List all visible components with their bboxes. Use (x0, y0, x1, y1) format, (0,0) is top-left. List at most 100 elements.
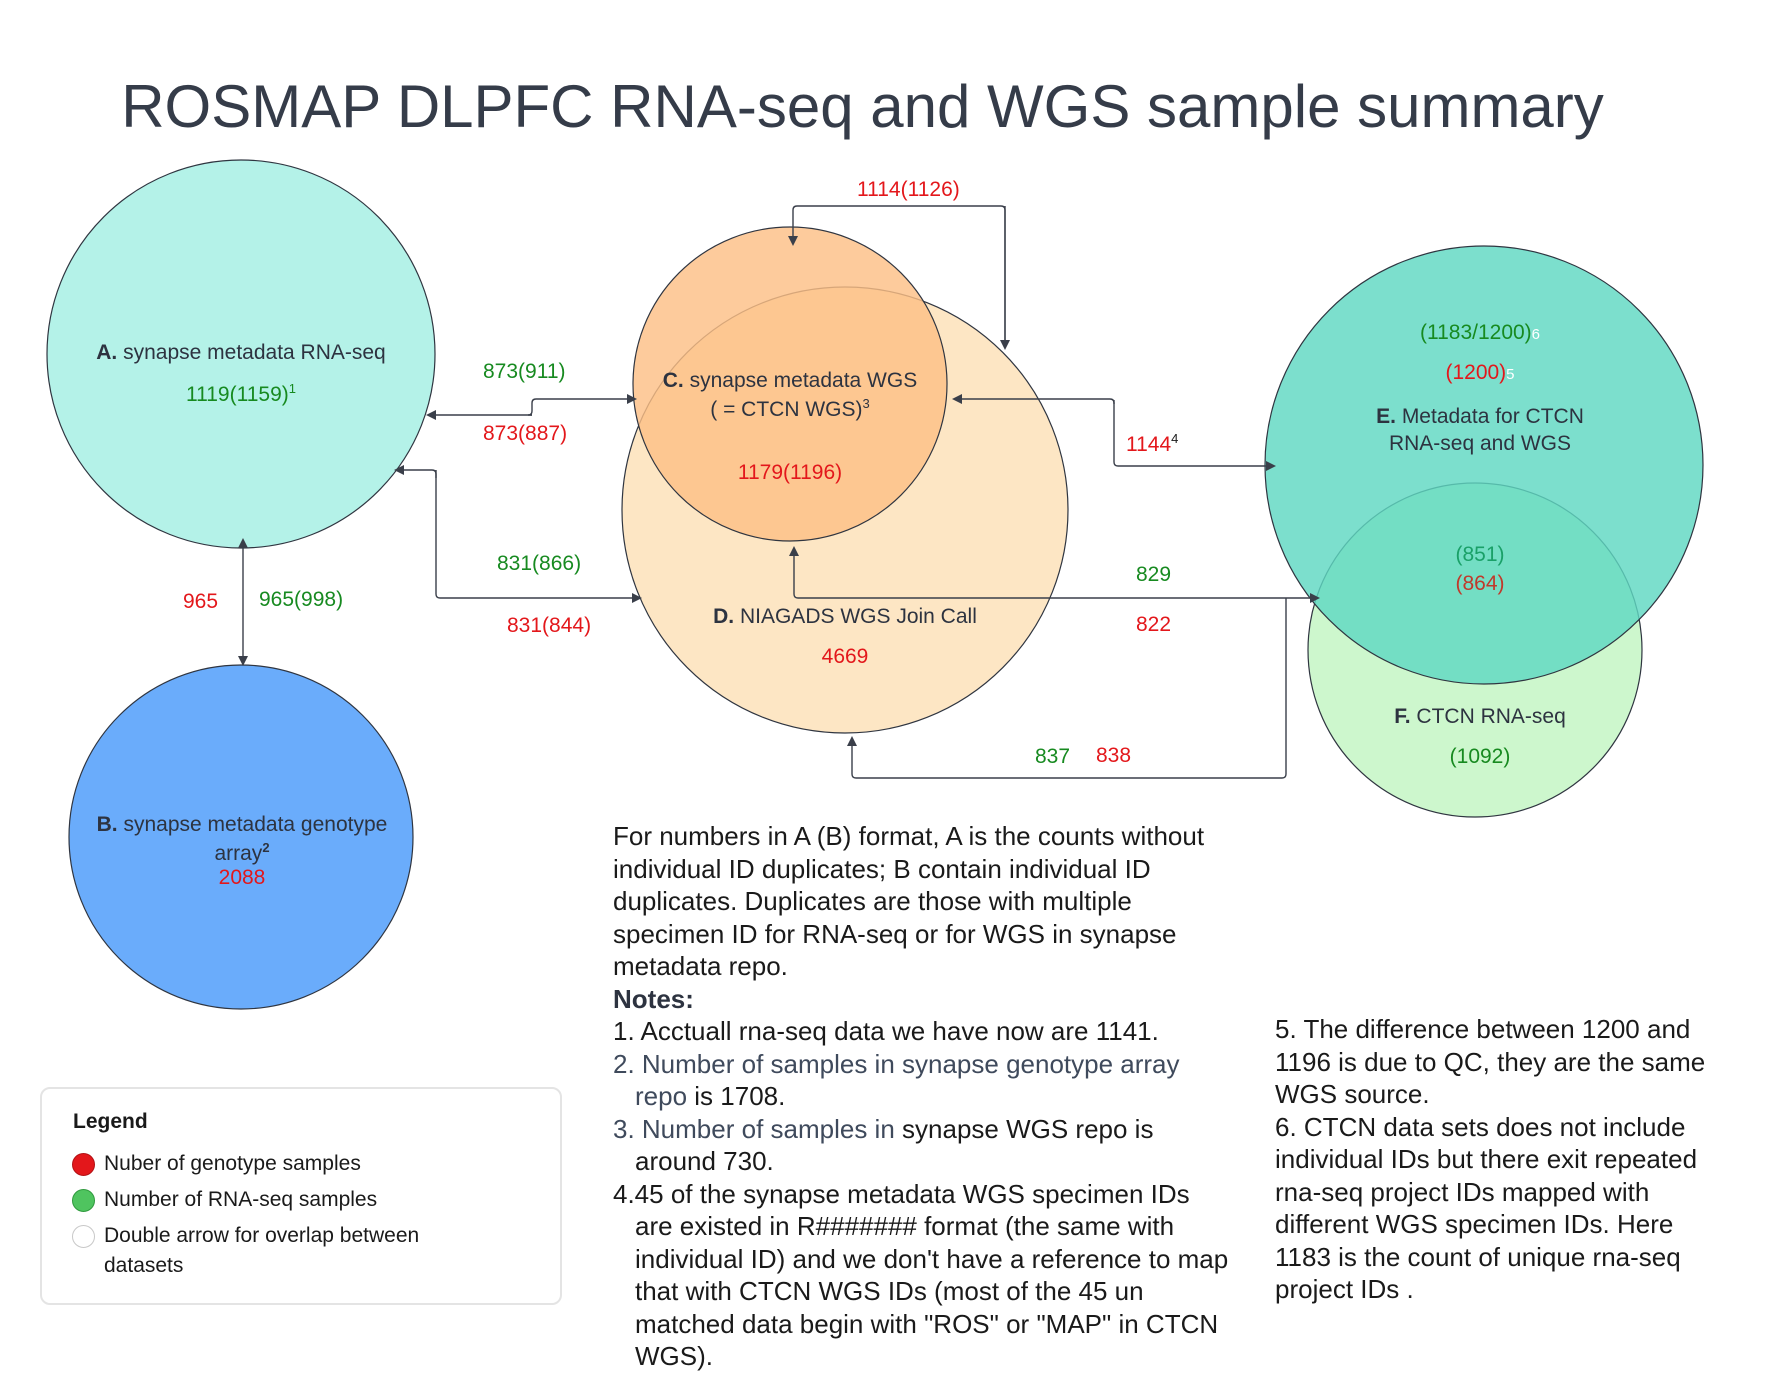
note-4-line: are existed in R####### format (the same… (635, 1211, 1175, 1241)
node-a-label: A. synapse metadata RNA-seq (60, 341, 422, 365)
node-c-text-2: ( = CTCN WGS) (710, 398, 863, 421)
node-e-count-red: (1200) (1445, 361, 1507, 384)
circle-e (1264, 245, 1704, 685)
note-4-line: matched data begin with "ROS" or "MAP" i… (635, 1308, 1219, 1339)
legend-item-genotype: Nuber of genotype samples (104, 1152, 361, 1175)
note-right-line: WGS source. (1275, 1079, 1430, 1109)
edge-label-c-e: 1144 (1126, 433, 1172, 456)
note-right-line: 1196 is due to QC, they are the same (1275, 1046, 1706, 1077)
edge-label-a-b-red: 965 (183, 590, 219, 613)
edge-label-a-c-green: 873(911) (483, 360, 566, 383)
legend-white-dot-icon (72, 1225, 95, 1248)
node-e-count-red-wrap: (1200)5 (1340, 361, 1620, 385)
node-f-letter: F. (1394, 705, 1411, 728)
note-right-line: rna-seq project IDs mapped with (1275, 1176, 1650, 1207)
legend-green-dot-icon (72, 1189, 95, 1212)
node-e-count-green-wrap: (1183/1200)6 (1340, 321, 1620, 345)
overlap-count-red: (864) (1455, 572, 1505, 595)
note-3b: around 730. (635, 1146, 774, 1176)
note-3a: 3. Number of samples in synapse WGS repo… (613, 1113, 1243, 1146)
note-4-line: individual ID) and we don't have a refer… (635, 1243, 1229, 1274)
node-e-letter: E. (1376, 405, 1396, 428)
legend-item-overlap-1: Double arrow for overlap between (104, 1224, 420, 1247)
note-3a-rest: synapse WGS repo is (894, 1113, 1154, 1144)
legend-item-rnaseq: Number of RNA-seq samples (104, 1188, 378, 1211)
legend-item-overlap-2: datasets (104, 1254, 184, 1277)
node-a-text: synapse metadata RNA-seq (123, 341, 386, 364)
node-b-text-1: synapse metadata genotype (123, 813, 388, 836)
node-a-sup: 1 (288, 381, 296, 396)
node-a-count: 1119(1159) (186, 383, 289, 406)
circle-c (632, 226, 948, 542)
notes-left: For numbers in A (B) format, A is the co… (613, 820, 1243, 1373)
note-right-line: 5. The difference between 1200 and (1275, 1014, 1691, 1044)
node-a-letter: A. (96, 341, 118, 364)
node-b-label-2: array2 (72, 840, 412, 866)
note-2b-muted: repo (635, 1081, 688, 1111)
node-b-count: 2088 (218, 866, 266, 889)
edge-label-bottom-red: 838 (1096, 744, 1132, 767)
notes-heading: Notes: (613, 983, 694, 1014)
node-f-label: F. CTCN RNA-seq (1360, 705, 1600, 729)
edge-label-a-b-green: 965(998) (259, 588, 344, 611)
edge-label-c-e-sup: 4 (1171, 431, 1179, 446)
node-d-letter: D. (713, 605, 735, 628)
note-2a: 2. Number of samples in synapse genotype… (613, 1048, 1180, 1079)
node-e-label: E. Metadata for CTCN (1340, 405, 1620, 429)
node-e-text-1: Metadata for CTCN (1401, 405, 1584, 428)
overlap-count-green: (851) (1455, 543, 1505, 566)
node-a-count-wrap: 1119(1159)1 (60, 381, 422, 407)
circle-b (68, 664, 414, 1010)
node-c-letter: C. (662, 369, 684, 392)
node-d-label: D. NIAGADS WGS Join Call (680, 605, 1010, 629)
circle-a (46, 159, 436, 549)
edge-c-e (1113, 400, 1276, 471)
note-right-line: project IDs . (1275, 1274, 1414, 1304)
node-b-sup: 2 (262, 840, 270, 855)
note-right-line: 1183 is the count of unique rna-seq (1275, 1241, 1681, 1272)
edge-label-a-d-red: 831(844) (507, 614, 592, 637)
node-b-label: B. synapse metadata genotype (72, 813, 412, 837)
explanation-line: metadata repo. (613, 951, 788, 981)
node-c-sup: 3 (862, 396, 870, 411)
node-e-sup-red: 5 (1506, 366, 1515, 383)
note-right-line: 6. CTCN data sets does not include (1275, 1111, 1686, 1142)
notes-right: 5. The difference between 1200 and 1196 … (1275, 1013, 1755, 1306)
edge-label-c-e-wrap: 11444 (1126, 431, 1178, 457)
edge-label-d-f-green: 829 (1136, 563, 1172, 586)
legend-title: Legend (73, 1110, 148, 1133)
node-e-label-2: RNA-seq and WGS (1388, 432, 1572, 455)
edge-a-d (435, 470, 642, 603)
node-c-text-1: synapse metadata WGS (689, 369, 918, 392)
note-4-line: that with CTCN WGS IDs (most of the 45 u… (635, 1276, 1144, 1306)
note-2b-rest: is 1708. (687, 1081, 786, 1111)
node-e-sup-green: 6 (1531, 326, 1541, 343)
node-f-text: CTCN RNA-seq (1416, 705, 1566, 728)
edge-overlap-c (789, 546, 1000, 599)
node-e-count-green: (1183/1200) (1419, 321, 1532, 344)
edge-e-c (952, 394, 1115, 404)
note-3a-muted: 3. Number of samples in (613, 1113, 895, 1144)
node-d-text: NIAGADS WGS Join Call (739, 605, 977, 628)
node-d-count: 4669 (821, 645, 869, 668)
legend-red-dot-icon (72, 1153, 95, 1176)
node-b-letter: B. (96, 813, 118, 836)
note-4-line: 4.45 of the synapse metadata WGS specime… (613, 1178, 1190, 1209)
note-right-line: different WGS specimen IDs. Here (1275, 1209, 1674, 1239)
page-title: ROSMAP DLPFC RNA-seq and WGS sample summ… (121, 73, 1604, 140)
explanation-line: For numbers in A (B) format, A is the co… (613, 821, 1205, 851)
explanation-line: duplicates. Duplicates are those with mu… (613, 886, 1132, 916)
edge-label-a-c-red: 873(887) (483, 422, 568, 445)
edge-a-d-back (394, 465, 437, 478)
edge-label-d-f-red: 822 (1136, 613, 1172, 636)
node-b-text-2: array (214, 842, 263, 865)
note-2b: repo is 1708. (613, 1080, 1243, 1113)
legend-box (40, 1087, 562, 1305)
edge-bottom (847, 598, 1287, 779)
note-4-line: WGS). (635, 1341, 713, 1371)
edge-a-c (527, 394, 637, 416)
node-c-label-2: ( = CTCN WGS)3 (630, 396, 950, 422)
node-c-count: 1179(1196) (737, 461, 843, 484)
node-c-label: C. synapse metadata WGS (630, 369, 950, 393)
